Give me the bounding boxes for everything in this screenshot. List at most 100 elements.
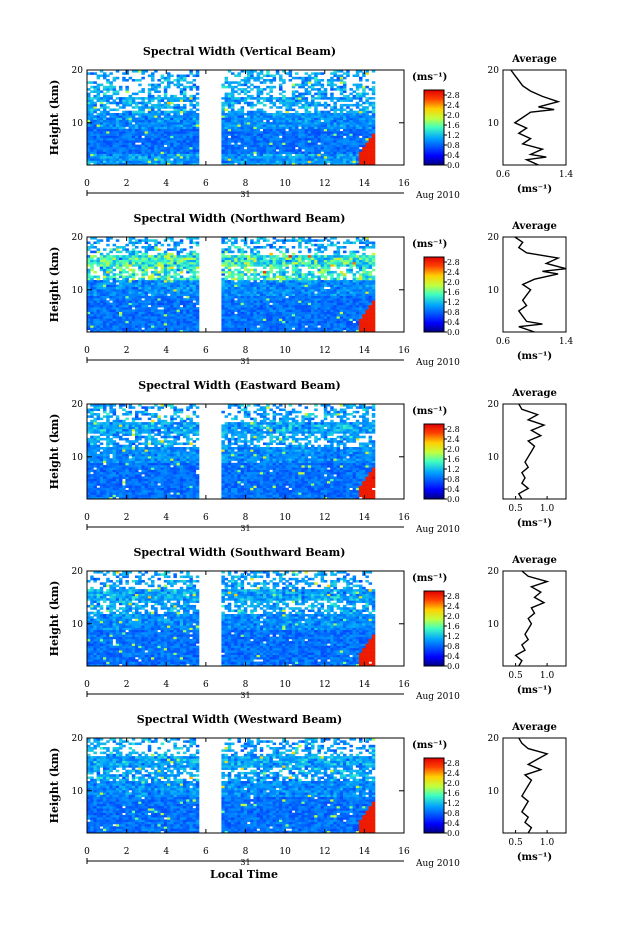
heatmap-cell [282,70,286,73]
heatmap-cell [323,92,328,96]
heatmap-cell [221,325,225,328]
heatmap-cell [314,149,318,152]
heatmap-cell [234,74,238,78]
heatmap-cell [122,309,126,312]
heatmap-cell [227,325,232,328]
heatmap-cell [125,144,129,148]
heatmap-cell [349,92,353,96]
heatmap-cell [138,156,142,159]
heatmap-cell [138,313,142,317]
heatmap-cell [295,280,299,283]
heatmap-cell [186,298,190,301]
heatmap-cell [240,291,245,294]
heatmap-cell [250,302,254,306]
heatmap-cell [355,286,360,290]
heatmap-cell [314,298,318,301]
heatmap-cell [112,151,117,154]
heatmap-cell [266,325,270,328]
heatmap-cell [330,270,334,274]
heatmap-cell [291,298,296,301]
heatmap-cell [186,286,190,290]
heatmap-cell [349,318,353,321]
heatmap-cell [87,149,91,152]
heatmap-cell [109,131,113,134]
heatmap-cell [183,122,187,125]
heatmap-cell [157,133,161,136]
heatmap-cell [173,126,177,130]
heatmap-cell [282,97,286,100]
heatmap-cell [256,94,261,98]
heatmap-cell [272,320,277,324]
heatmap-cell [288,313,293,317]
heatmap-cell [279,302,283,306]
heatmap-cell [163,318,168,321]
heatmap-cell [167,325,171,328]
heatmap-cell [323,113,328,116]
heatmap-cell [192,128,197,132]
heatmap-cell [291,115,296,118]
heatmap-cell [99,295,104,299]
heatmap-cell [122,313,126,317]
heatmap-cell [109,146,113,150]
heatmap-cell [288,149,293,152]
heatmap-cell [160,291,165,294]
heatmap-cell [269,268,273,272]
heatmap-cell [141,289,145,292]
heatmap-cell [170,275,174,279]
heatmap-cell [131,158,136,161]
heatmap-cell [352,304,357,308]
heatmap-cell [183,293,187,297]
heatmap-cell [99,110,104,114]
heatmap-cell [167,307,171,310]
heatmap-cell [288,117,293,121]
heatmap-cell [96,318,101,321]
heatmap-cell [371,320,376,324]
heatmap-cell [93,156,97,159]
heatmap-cell [269,117,273,121]
heatmap-cell [247,79,251,82]
heatmap-cell [314,83,318,87]
heatmap-cell [311,99,315,102]
heatmap-cell [167,286,171,290]
heatmap-cell [93,325,97,328]
heatmap-cell [243,286,248,290]
heatmap-cell [371,113,376,116]
heatmap-cell [183,115,187,118]
heatmap-cell [291,90,296,93]
heatmap-cell [109,101,113,105]
heatmap-cell [119,329,123,333]
heatmap-cell [298,119,302,123]
heatmap-cell [250,97,254,100]
heatmap-cell [154,85,158,89]
heatmap-cell [243,128,248,132]
heatmap-cell [362,311,366,315]
heatmap-cell [151,323,155,326]
heatmap-cell [87,115,91,118]
heatmap-cell [298,323,302,326]
heatmap-cell [192,295,197,299]
heatmap-cell [317,117,321,121]
heatmap-cell [119,124,123,127]
heatmap-cell [138,309,142,312]
heatmap-cell [224,103,229,107]
heatmap-cell [259,311,264,315]
x-tick-label: 8 [243,179,249,189]
heatmap-cell [186,133,190,136]
heatmap-cell [99,151,104,154]
heatmap-cell [247,160,251,164]
heatmap-cell [192,131,197,134]
heatmap-cell [256,291,261,294]
heatmap-cell [320,280,325,283]
heatmap-cell [259,162,264,166]
heatmap-cell [179,144,184,148]
heatmap-cell [365,99,369,102]
heatmap-cell [138,307,142,310]
heatmap-cell [330,293,334,297]
heatmap-cell [160,300,165,303]
heatmap-cell [221,289,225,292]
heatmap-cell [147,144,152,148]
heatmap-cell [154,293,158,297]
heatmap-cell [362,94,366,98]
heatmap-cell [298,320,302,324]
heatmap-cell [288,103,293,107]
